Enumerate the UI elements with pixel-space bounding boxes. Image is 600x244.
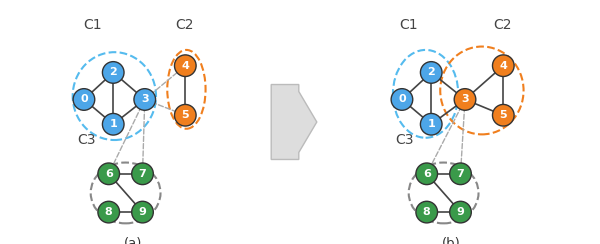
Circle shape <box>449 201 472 223</box>
Circle shape <box>98 163 119 185</box>
Text: 6: 6 <box>105 169 113 179</box>
Text: C2: C2 <box>493 18 511 32</box>
Polygon shape <box>271 84 317 160</box>
Circle shape <box>454 89 476 110</box>
Text: 8: 8 <box>105 207 113 217</box>
Text: 2: 2 <box>109 67 117 77</box>
Text: C1: C1 <box>400 18 418 32</box>
Circle shape <box>98 201 119 223</box>
Circle shape <box>493 104 514 126</box>
Text: 6: 6 <box>423 169 431 179</box>
Text: 5: 5 <box>499 110 507 120</box>
Text: 1: 1 <box>427 119 435 129</box>
Text: 7: 7 <box>139 169 146 179</box>
Text: 0: 0 <box>80 94 88 104</box>
Text: 1: 1 <box>109 119 117 129</box>
Circle shape <box>175 104 196 126</box>
Text: 7: 7 <box>457 169 464 179</box>
Circle shape <box>131 163 154 185</box>
Text: 2: 2 <box>427 67 435 77</box>
Circle shape <box>175 55 196 77</box>
Text: 3: 3 <box>141 94 149 104</box>
Text: 3: 3 <box>461 94 469 104</box>
Text: 9: 9 <box>457 207 464 217</box>
Circle shape <box>134 89 155 110</box>
Text: C1: C1 <box>83 18 102 32</box>
Text: 8: 8 <box>423 207 431 217</box>
Circle shape <box>416 163 437 185</box>
Circle shape <box>73 89 95 110</box>
Text: 9: 9 <box>139 207 146 217</box>
Text: C2: C2 <box>175 18 193 32</box>
Text: C3: C3 <box>77 133 95 147</box>
Circle shape <box>391 89 413 110</box>
Text: 5: 5 <box>181 110 189 120</box>
Text: 4: 4 <box>181 61 189 71</box>
Circle shape <box>103 113 124 135</box>
Circle shape <box>449 163 472 185</box>
Circle shape <box>416 201 437 223</box>
Circle shape <box>421 62 442 83</box>
Text: 0: 0 <box>398 94 406 104</box>
Text: (a): (a) <box>124 237 143 244</box>
Circle shape <box>421 113 442 135</box>
Circle shape <box>103 62 124 83</box>
Text: C3: C3 <box>395 133 413 147</box>
Circle shape <box>493 55 514 77</box>
Text: (b): (b) <box>442 237 461 244</box>
Circle shape <box>131 201 154 223</box>
Text: 4: 4 <box>499 61 507 71</box>
